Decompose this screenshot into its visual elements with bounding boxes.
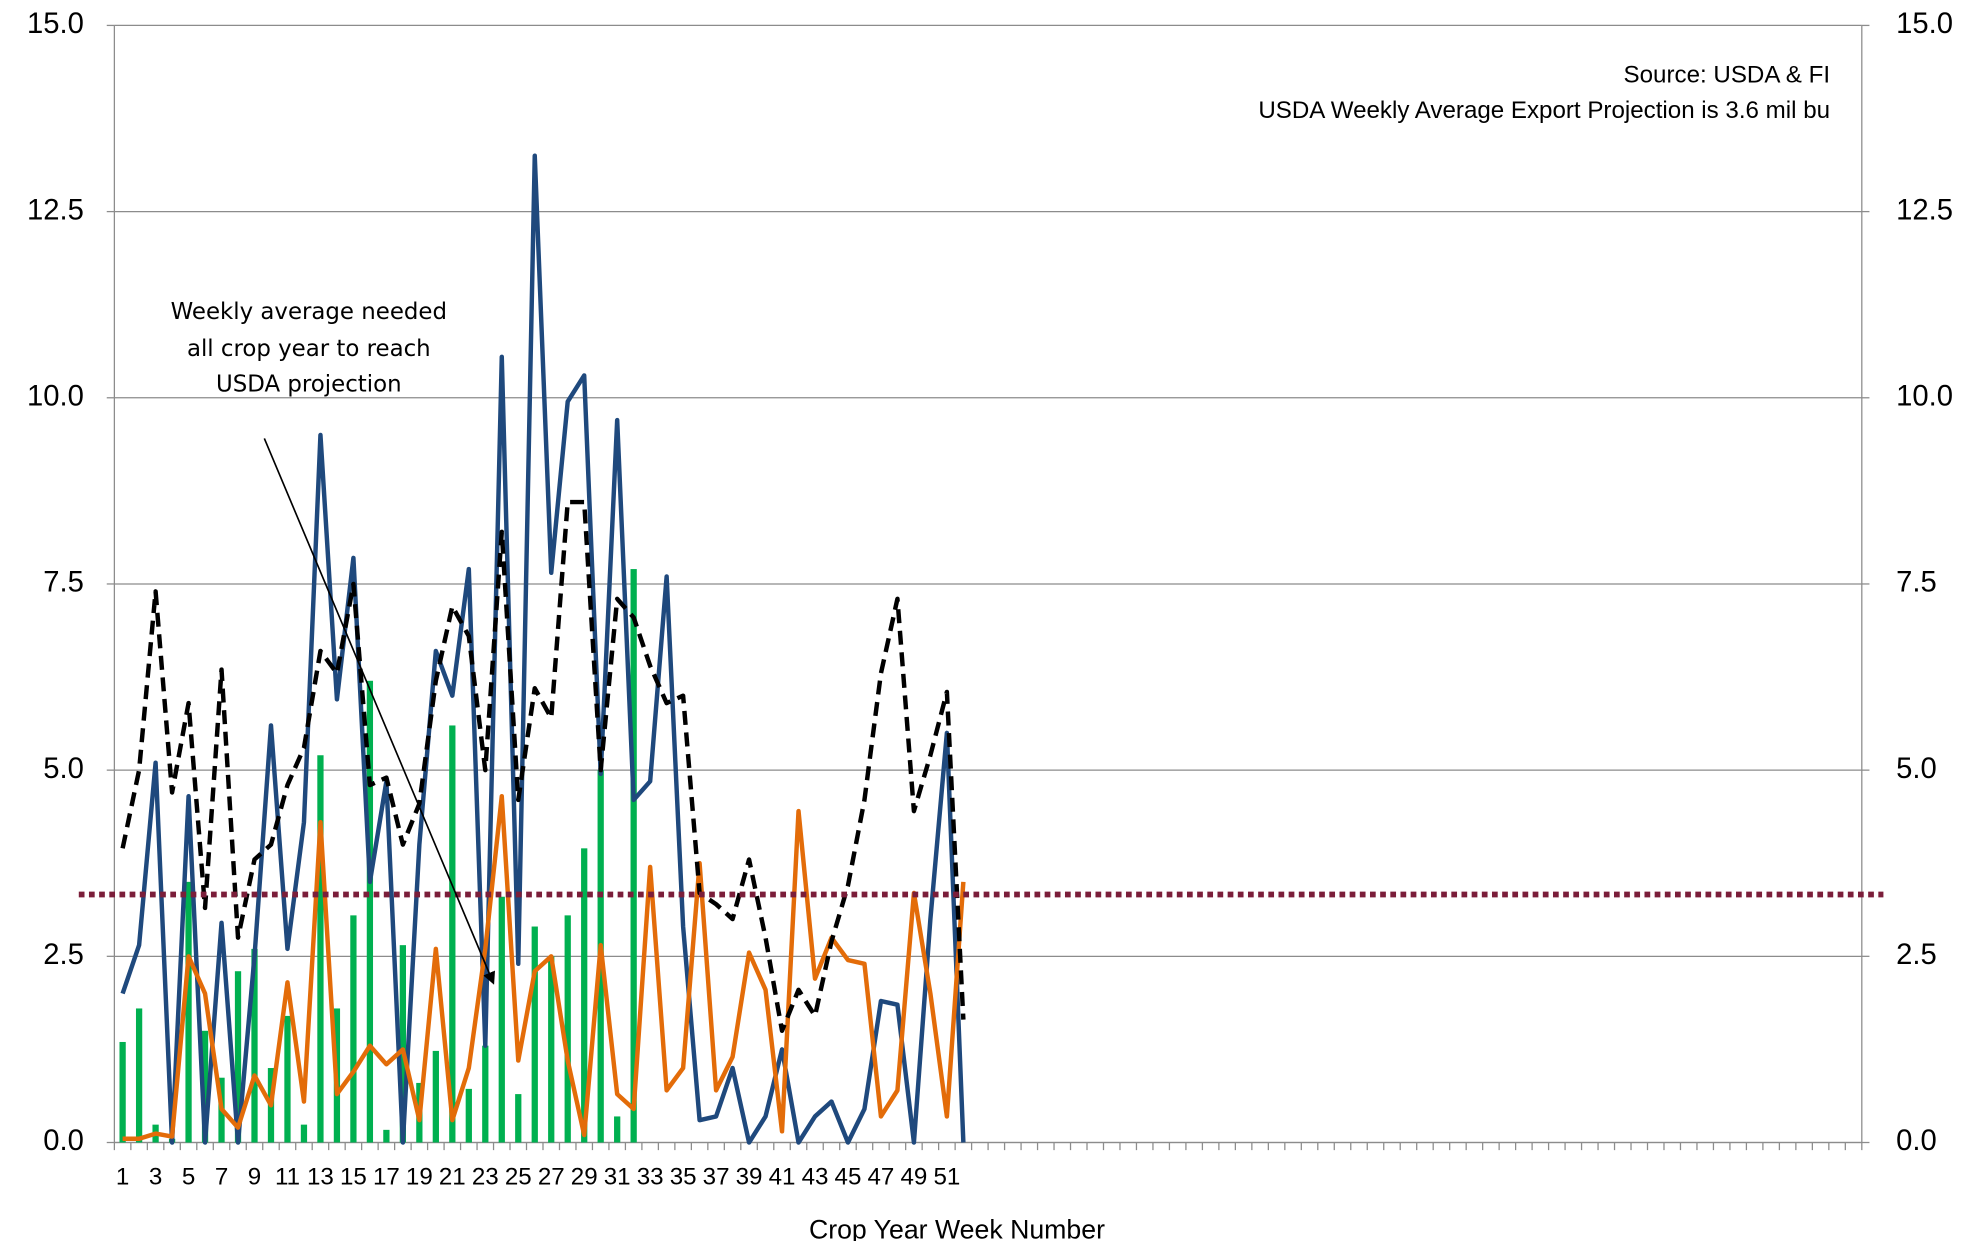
line: [122, 793, 966, 1142]
x-tick-label: 47: [868, 1163, 895, 1190]
bar: [119, 1041, 126, 1143]
y2-tick-label: 2.5: [1896, 939, 1937, 971]
y2-tick-label: 15.0: [1896, 8, 1953, 40]
x-tick-label: 19: [406, 1163, 433, 1190]
bar: [185, 881, 192, 1143]
bar: [531, 926, 538, 1143]
bar: [614, 1116, 621, 1143]
y2-tick-label: 5.0: [1896, 753, 1937, 785]
bar: [251, 948, 258, 1143]
x-tick-label: 29: [571, 1163, 598, 1190]
bar: [234, 971, 242, 1143]
x-tick-label: 7: [215, 1163, 228, 1190]
bar: [201, 1030, 209, 1143]
x-tick-label: 5: [182, 1163, 195, 1190]
y-tick-label: 10.0: [27, 381, 84, 413]
annotation: Weekly average needed: [171, 299, 447, 325]
y2-tick-label: 12.5: [1896, 194, 1953, 226]
x-tick-label: 35: [670, 1163, 697, 1190]
y2-tick-label: 7.5: [1896, 567, 1937, 599]
x-tick-label: 37: [703, 1163, 730, 1190]
x-tick-label: 23: [472, 1163, 499, 1190]
y-tick-label: 12.5: [27, 194, 84, 226]
x-tick-label: 15: [340, 1163, 367, 1190]
x-tick-label: 27: [538, 1163, 565, 1190]
x-tick-label: 43: [802, 1163, 829, 1190]
bar: [135, 1008, 143, 1143]
grid: 0.0 2.5 5.0 7.5 10.0 12.5 15.0 0.0 2.5 5.0 7.5 10.0…: [27, 8, 1953, 1190]
x-tick-label: 13: [307, 1163, 334, 1190]
annotation: USDA projection: [216, 372, 402, 398]
x-tick-label: 31: [604, 1163, 631, 1190]
bar: [465, 1088, 472, 1143]
x-tick-label: 3: [149, 1163, 162, 1190]
bar: [300, 1124, 308, 1143]
bar: [432, 1050, 439, 1143]
bar: [564, 915, 571, 1143]
x-tick-label: 51: [933, 1163, 960, 1190]
x-tick-label: 39: [736, 1163, 763, 1190]
annotation-arrow: [263, 438, 496, 985]
bar: [284, 1015, 291, 1143]
x-tick-label: 11: [275, 1163, 300, 1190]
y2-tick-label: 0.0: [1896, 1125, 1937, 1157]
x-tick-label: 9: [248, 1163, 261, 1190]
bar: [366, 680, 374, 1143]
x-axis-title: Crop Year Week Number: [809, 1215, 1105, 1241]
bar: [482, 1045, 489, 1143]
x-tick-label: 33: [637, 1163, 664, 1190]
source-note: Source: USDA & FI: [1624, 62, 1830, 89]
bar: [449, 725, 456, 1143]
y-tick-label: 5.0: [43, 753, 84, 785]
bar: [383, 1129, 390, 1143]
x-tick-label: 21: [439, 1163, 466, 1190]
bar: [630, 569, 637, 1143]
x-tick-label: 45: [835, 1163, 862, 1190]
annotation: all crop year to reach: [187, 336, 431, 362]
y-tick-label: 2.5: [43, 939, 84, 971]
x-tick-label: 1: [116, 1163, 129, 1190]
bar: [581, 848, 588, 1143]
dashed-line: [120, 499, 966, 1034]
subtitle: USDA Weekly Average Export Projection is…: [1258, 97, 1830, 124]
x-tick-label: 41: [769, 1163, 796, 1190]
x-tick-label: 25: [505, 1163, 532, 1190]
y-tick-label: 15.0: [27, 8, 84, 40]
bar: [399, 945, 407, 1143]
line: [120, 153, 966, 1145]
x-tick-label: 49: [900, 1163, 927, 1190]
x-tick-label: 17: [373, 1163, 400, 1190]
plot-area: [78, 153, 1884, 1145]
bar: [515, 1094, 522, 1143]
bar: [317, 755, 324, 1143]
y2-tick-label: 10.0: [1896, 381, 1953, 413]
y-tick-label: 7.5: [43, 567, 84, 599]
bar: [498, 896, 505, 1143]
y-tick-label: 0.0: [43, 1125, 84, 1157]
bar: [548, 956, 555, 1143]
bar: [350, 915, 357, 1143]
